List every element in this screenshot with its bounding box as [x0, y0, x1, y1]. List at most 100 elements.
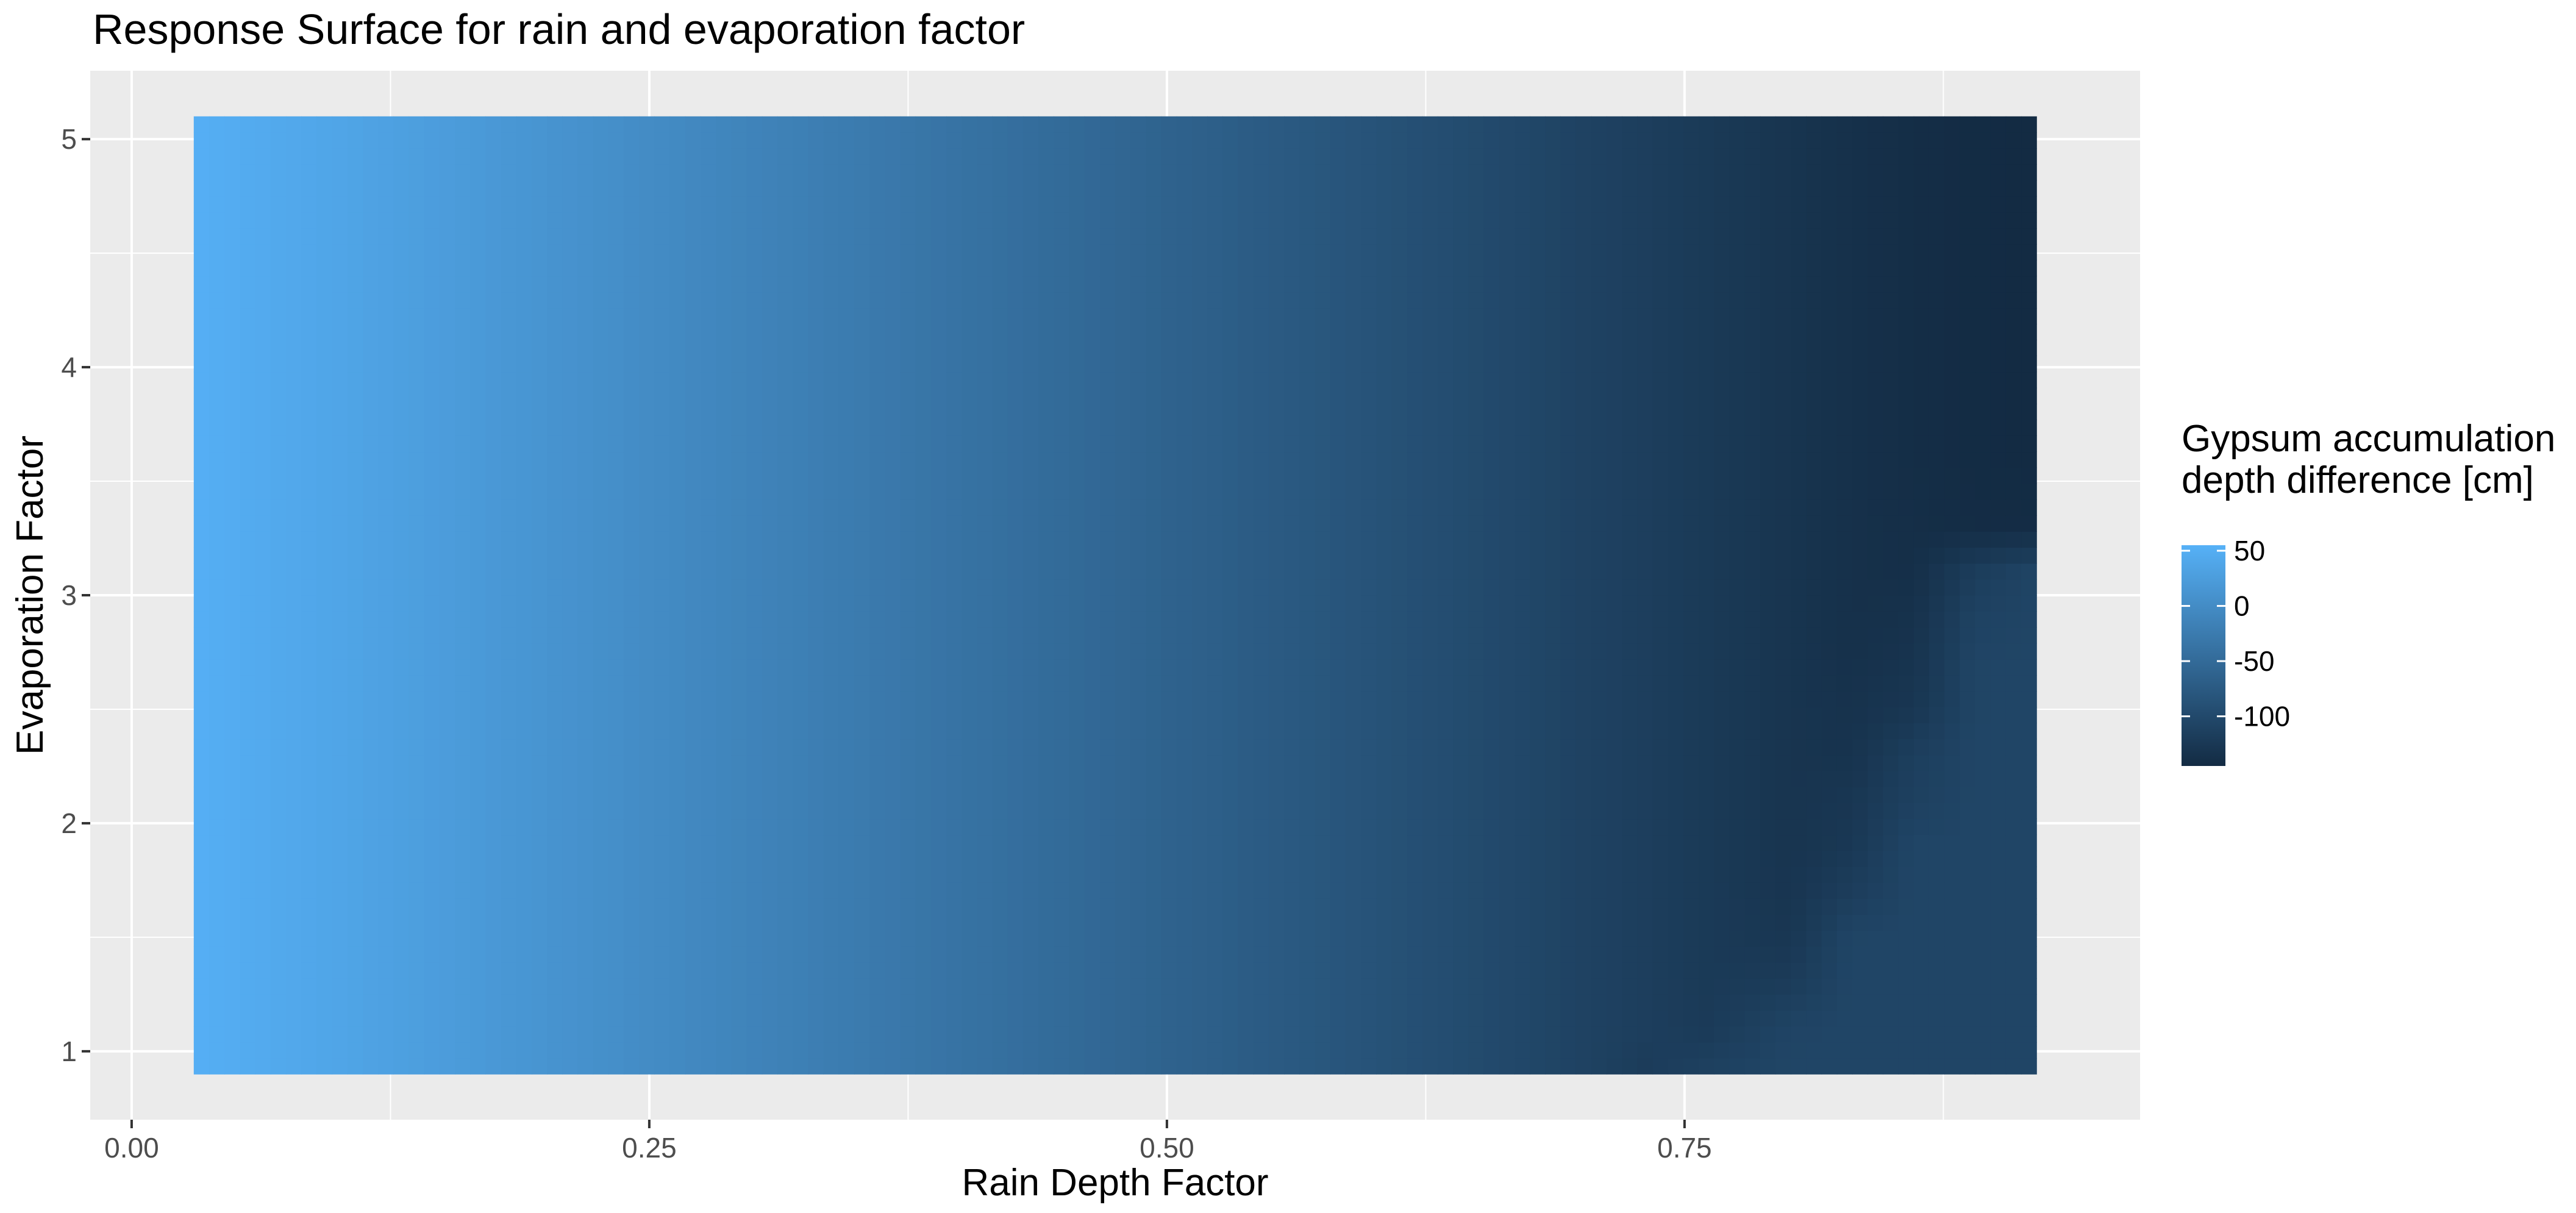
- heatmap-tile: [962, 564, 977, 580]
- heatmap-tile: [455, 675, 471, 692]
- heatmap-tile: [424, 771, 440, 787]
- heatmap-tile: [1085, 1011, 1101, 1027]
- heatmap-tile: [1238, 787, 1254, 803]
- heatmap-tile: [1115, 1042, 1131, 1059]
- heatmap-tile: [1745, 643, 1761, 660]
- heatmap-tile: [194, 531, 210, 548]
- heatmap-tile: [1806, 882, 1822, 899]
- heatmap-tile: [1745, 994, 1761, 1011]
- heatmap-tile: [1822, 643, 1838, 660]
- heatmap-tile: [409, 771, 424, 787]
- heatmap-tile: [194, 818, 210, 835]
- heatmap-tile: [1607, 978, 1622, 995]
- heatmap-tile: [1791, 643, 1807, 660]
- heatmap-tile: [1929, 675, 1945, 692]
- heatmap-tile: [286, 994, 302, 1011]
- heatmap-tile: [1914, 962, 1930, 979]
- heatmap-tile: [455, 867, 471, 883]
- heatmap-tile: [1115, 1058, 1131, 1075]
- heatmap-tile: [1899, 818, 1914, 835]
- heatmap-tile: [301, 739, 317, 756]
- heatmap-tile: [900, 1011, 916, 1027]
- heatmap-tile: [1192, 707, 1208, 723]
- heatmap-tile: [240, 1042, 255, 1059]
- heatmap-tile: [654, 643, 670, 660]
- heatmap-tile: [224, 787, 240, 803]
- heatmap-tile: [1729, 1042, 1745, 1059]
- heatmap-tile: [1376, 962, 1392, 979]
- heatmap-tile: [916, 579, 932, 596]
- heatmap-tile: [654, 468, 670, 484]
- heatmap-tile: [1668, 643, 1684, 660]
- heatmap-tile: [1868, 547, 1883, 564]
- heatmap-tile: [1760, 468, 1776, 484]
- heatmap-tile: [1499, 1026, 1515, 1043]
- heatmap-tile: [716, 851, 732, 867]
- heatmap-tile: [547, 1011, 563, 1027]
- heatmap-tile: [316, 818, 332, 835]
- heatmap-tile: [1192, 787, 1208, 803]
- heatmap-tile: [224, 882, 240, 899]
- heatmap-tile: [1883, 803, 1899, 819]
- heatmap-tile: [455, 914, 471, 931]
- heatmap-tile: [1868, 468, 1883, 484]
- heatmap-tile: [1299, 1042, 1315, 1059]
- heatmap-tile: [1852, 707, 1868, 723]
- heatmap-tile: [255, 978, 271, 995]
- heatmap-tile: [731, 946, 747, 963]
- heatmap-tile: [1438, 851, 1454, 867]
- heatmap-tile: [916, 451, 932, 468]
- heatmap-tile: [1699, 643, 1714, 660]
- heatmap-tile: [255, 882, 271, 899]
- heatmap-tile: [839, 515, 855, 532]
- heatmap-tile: [608, 691, 624, 707]
- heatmap-tile: [762, 898, 778, 915]
- heatmap-tile: [1254, 451, 1269, 468]
- heatmap-tile: [1100, 978, 1116, 995]
- heatmap-tile: [777, 914, 793, 931]
- heatmap-tile: [1146, 691, 1161, 707]
- heatmap-tile: [393, 435, 409, 452]
- heatmap-tile: [1837, 739, 1853, 756]
- heatmap-tile: [1422, 835, 1438, 851]
- heatmap-tile: [2021, 707, 2037, 723]
- heatmap-tile: [593, 499, 609, 516]
- heatmap-tile: [916, 882, 932, 899]
- heatmap-tile: [1284, 931, 1300, 947]
- heatmap-tile: [455, 643, 471, 660]
- heatmap-tile: [670, 707, 686, 723]
- heatmap-tile: [1791, 978, 1807, 995]
- heatmap-tile: [1483, 723, 1499, 739]
- heatmap-tile: [224, 420, 240, 436]
- heatmap-tile: [1130, 818, 1146, 835]
- heatmap-tile: [1530, 691, 1546, 707]
- heatmap-tile: [301, 515, 317, 532]
- heatmap-tile: [1806, 771, 1822, 787]
- heatmap-tile: [1837, 978, 1853, 995]
- heatmap-tile: [1591, 435, 1607, 452]
- heatmap-tile: [1453, 994, 1469, 1011]
- heatmap-tile: [1591, 771, 1607, 787]
- heatmap-tile: [1653, 835, 1669, 851]
- heatmap-tile: [931, 595, 947, 612]
- heatmap-tile: [1438, 564, 1454, 580]
- heatmap-tile: [1222, 1011, 1238, 1027]
- heatmap-tile: [1346, 978, 1361, 995]
- heatmap-tile: [440, 691, 455, 707]
- heatmap-tile: [1376, 914, 1392, 931]
- heatmap-tile: [777, 1042, 793, 1059]
- heatmap-tile: [532, 962, 548, 979]
- heatmap-tile: [1745, 420, 1761, 436]
- heatmap-tile: [1192, 994, 1208, 1011]
- heatmap-tile: [194, 435, 210, 452]
- heatmap-tile: [501, 739, 517, 756]
- heatmap-tile: [854, 867, 870, 883]
- heatmap-tile: [685, 803, 701, 819]
- heatmap-tile: [1975, 739, 1991, 756]
- heatmap-tile: [1330, 595, 1346, 612]
- heatmap-tile: [1161, 707, 1177, 723]
- heatmap-tile: [854, 898, 870, 915]
- heatmap-tile: [1576, 595, 1592, 612]
- heatmap-tile: [224, 1058, 240, 1075]
- heatmap-tile: [1100, 803, 1116, 819]
